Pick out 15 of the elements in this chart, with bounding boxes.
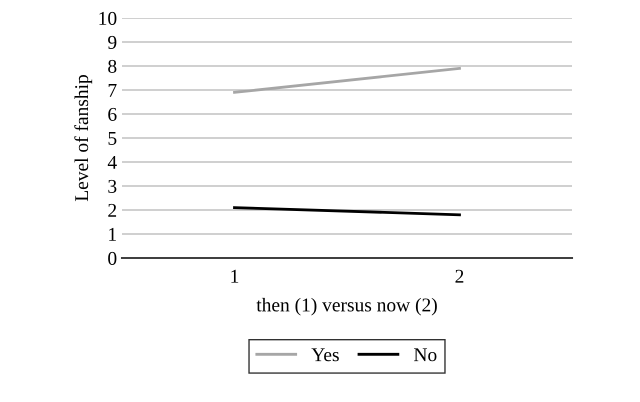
y-tick-label: 8 <box>108 60 116 73</box>
y-tick-label: 10 <box>99 12 116 25</box>
y-tick-label: 1 <box>109 228 116 241</box>
y-tick-label: 5 <box>108 132 116 145</box>
legend-label: No <box>414 348 436 362</box>
y-tick-label: 4 <box>108 156 117 169</box>
x-axis-title: then (1) versus now (2) <box>256 298 437 316</box>
y-tick-label: 2 <box>108 204 116 217</box>
y-tick-label: 6 <box>108 108 117 121</box>
y-tick-label: 0 <box>108 252 116 265</box>
y-axis-title: Level of fanship <box>74 75 92 202</box>
y-tick-label: 3 <box>108 180 116 193</box>
y-tick-label: 9 <box>108 36 116 49</box>
legend-label: Yes <box>311 348 339 362</box>
y-tick-label: 7 <box>108 84 117 97</box>
